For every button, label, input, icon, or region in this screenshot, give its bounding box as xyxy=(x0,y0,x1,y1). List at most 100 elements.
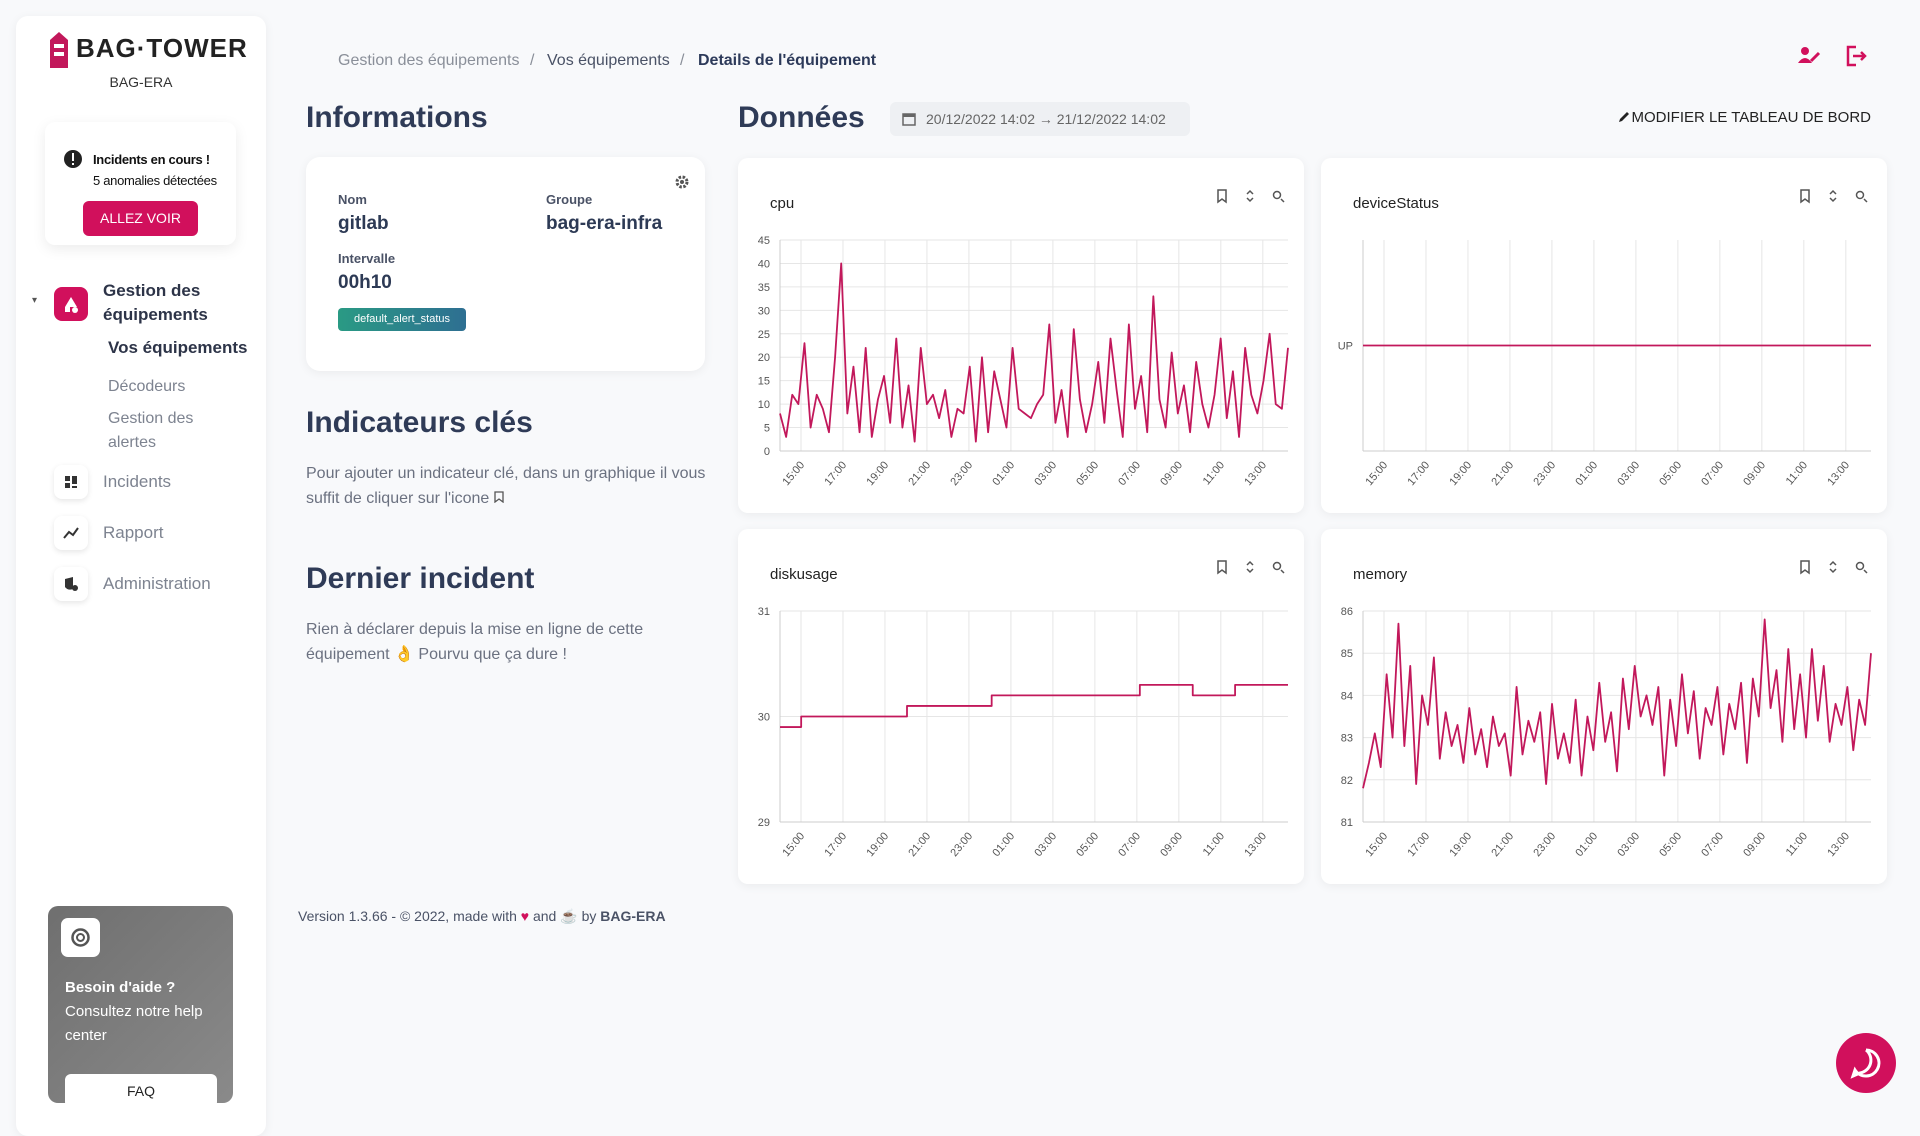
x-tick-label: 17:00 xyxy=(1405,459,1432,488)
x-tick-label: 05:00 xyxy=(1074,459,1101,488)
bookmark-icon[interactable] xyxy=(1217,560,1227,575)
nav-group[interactable]: Gestion des xyxy=(103,281,201,300)
x-tick-label: 11:00 xyxy=(1201,459,1227,487)
x-tick-label: 15:00 xyxy=(1363,459,1390,488)
chart: deviceStatus UP 15:00 17:00 19:00 21:00 23:00 0… xyxy=(1338,189,1871,488)
x-tick-label: 01:00 xyxy=(990,459,1017,488)
y-tick-label: 82 xyxy=(1341,775,1353,787)
y-tick-label: 5 xyxy=(764,423,770,435)
zoom-icon[interactable] xyxy=(1855,190,1868,203)
icon-shape xyxy=(1829,560,1837,574)
y-tick-label: 83 xyxy=(1341,733,1353,745)
x-tick-label: 03:00 xyxy=(1615,459,1642,488)
y-tick-label: 29 xyxy=(758,817,770,829)
paragraph-text: Pour ajouter un indicateur clé, dans un … xyxy=(306,465,706,507)
chart: memory 81 82 83 84 85 86 15:00 17:00 19:00 21:00 23… xyxy=(1341,560,1872,859)
breadcrumb-sep: / xyxy=(530,52,535,69)
x-tick-label: 07:00 xyxy=(1699,830,1726,859)
chat-button[interactable] xyxy=(1836,1033,1896,1093)
edit-dashboard[interactable]: MODIFIER LE TABLEAU DE BORD xyxy=(1631,109,1872,126)
x-tick-label: 11:00 xyxy=(1784,830,1810,858)
alert-button[interactable]: ALLEZ VOIR xyxy=(83,201,198,236)
footer-text: Version 1.3.66 - © 2022, made with xyxy=(298,908,517,924)
x-tick-label: 21:00 xyxy=(1489,459,1516,488)
nav-sub[interactable]: Décodeurs xyxy=(108,378,186,395)
logo-icon xyxy=(50,32,68,68)
breadcrumb-link[interactable]: Vos équipements xyxy=(547,52,670,69)
nav-item[interactable]: Rapport xyxy=(103,523,164,542)
zoom-icon[interactable] xyxy=(1272,561,1285,574)
icon-shape xyxy=(1855,190,1868,203)
x-tick-label: 19:00 xyxy=(1447,830,1474,859)
nav-item[interactable]: Administration xyxy=(103,574,211,593)
icon-shape xyxy=(1272,190,1285,203)
expand-icon[interactable] xyxy=(1246,189,1254,203)
x-tick-label: 03:00 xyxy=(1032,459,1059,488)
data-line xyxy=(780,683,1288,728)
x-tick-label: 21:00 xyxy=(906,830,933,859)
nav-group[interactable]: équipements xyxy=(103,305,208,324)
chart-title: deviceStatus xyxy=(1353,195,1439,212)
icon-shape xyxy=(1800,560,1810,575)
bookmark-icon[interactable] xyxy=(1800,560,1810,575)
field-value: bag-era-infra xyxy=(546,213,663,234)
x-tick-label: 11:00 xyxy=(1784,459,1810,487)
nav-icon xyxy=(54,465,88,499)
nav-active[interactable]: Vos équipements xyxy=(108,338,248,357)
user-icon[interactable] xyxy=(1797,45,1821,67)
chart-title: memory xyxy=(1353,566,1408,583)
expand-icon[interactable] xyxy=(1829,189,1837,203)
paragraph: Pour ajouter un indicateur clé, dans un … xyxy=(306,461,716,511)
field-value: gitlab xyxy=(338,213,389,234)
breadcrumb-link[interactable]: Gestion des équipements xyxy=(338,52,520,69)
nav-sub[interactable]: Gestion des xyxy=(108,410,194,427)
settings-icon[interactable] xyxy=(674,174,690,190)
y-tick-label: UP xyxy=(1338,341,1353,353)
date-range[interactable]: 20/12/2022 14:02 → 21/12/2022 14:02 xyxy=(890,102,1190,136)
x-tick-label: 17:00 xyxy=(1405,830,1432,859)
paragraph: Rien à déclarer depuis la mise en ligne … xyxy=(306,621,644,663)
bookmark-icon[interactable] xyxy=(1217,189,1227,204)
logout-icon[interactable] xyxy=(1844,44,1868,68)
x-tick-label: 01:00 xyxy=(1573,830,1600,859)
icon-shape xyxy=(1217,560,1227,575)
bookmark-icon[interactable] xyxy=(1800,189,1810,204)
nav-sub[interactable]: alertes xyxy=(108,434,157,451)
x-tick-label: 21:00 xyxy=(906,459,933,488)
footer-text: by xyxy=(581,908,597,924)
date-range-text: 20/12/2022 14:02 → 21/12/2022 14:02 xyxy=(926,111,1166,127)
chart-card: diskusage 29 30 31 15:00 17:00 19:00 21:00 23:00… xyxy=(738,529,1304,884)
y-tick-label: 31 xyxy=(758,606,770,618)
section-heading: Données xyxy=(738,101,865,134)
expand-icon[interactable] xyxy=(1829,560,1837,574)
pencil-icon xyxy=(1619,112,1629,122)
chart-card: deviceStatus UP 15:00 17:00 19:00 21:00 23:00 0… xyxy=(1321,158,1887,513)
y-tick-label: 40 xyxy=(758,258,770,270)
field-value: 00h10 xyxy=(338,272,392,293)
zoom-icon[interactable] xyxy=(1272,190,1285,203)
zoom-icon[interactable] xyxy=(1855,561,1868,574)
page: BAG·TOWER BAG-ERA Incidents en cours ! 5… xyxy=(32,32,1896,1108)
icon-shape xyxy=(1246,560,1254,574)
icon-shape xyxy=(1246,189,1254,203)
y-tick-label: 25 xyxy=(758,329,770,341)
x-tick-label: 03:00 xyxy=(1032,830,1059,859)
x-tick-label: 09:00 xyxy=(1741,830,1768,859)
chart: diskusage 29 30 31 15:00 17:00 19:00 21:00 23:00… xyxy=(758,560,1288,859)
y-tick-label: 85 xyxy=(1341,648,1353,660)
field-label: Intervalle xyxy=(338,251,396,266)
x-tick-label: 09:00 xyxy=(1158,459,1185,488)
nav-item[interactable]: Incidents xyxy=(103,472,172,491)
cup-icon: ☕ xyxy=(560,908,578,924)
x-tick-label: 19:00 xyxy=(1447,459,1474,488)
y-tick-label: 30 xyxy=(758,712,770,724)
chart-card: memory 81 82 83 84 85 86 15:00 17:00 19:00 21:00 23… xyxy=(1321,529,1887,884)
footer-text: and xyxy=(532,908,557,924)
help-text: Consultez notre help xyxy=(65,1003,203,1020)
y-tick-label: 15 xyxy=(758,376,770,388)
chart: cpu 0 5 10 15 20 25 30 35 40 45 15:00 17:00 19:00 21:0… xyxy=(758,189,1289,488)
faq-button[interactable]: FAQ xyxy=(65,1074,217,1108)
x-tick-label: 09:00 xyxy=(1741,459,1768,488)
help-icon xyxy=(61,918,100,957)
expand-icon[interactable] xyxy=(1246,560,1254,574)
